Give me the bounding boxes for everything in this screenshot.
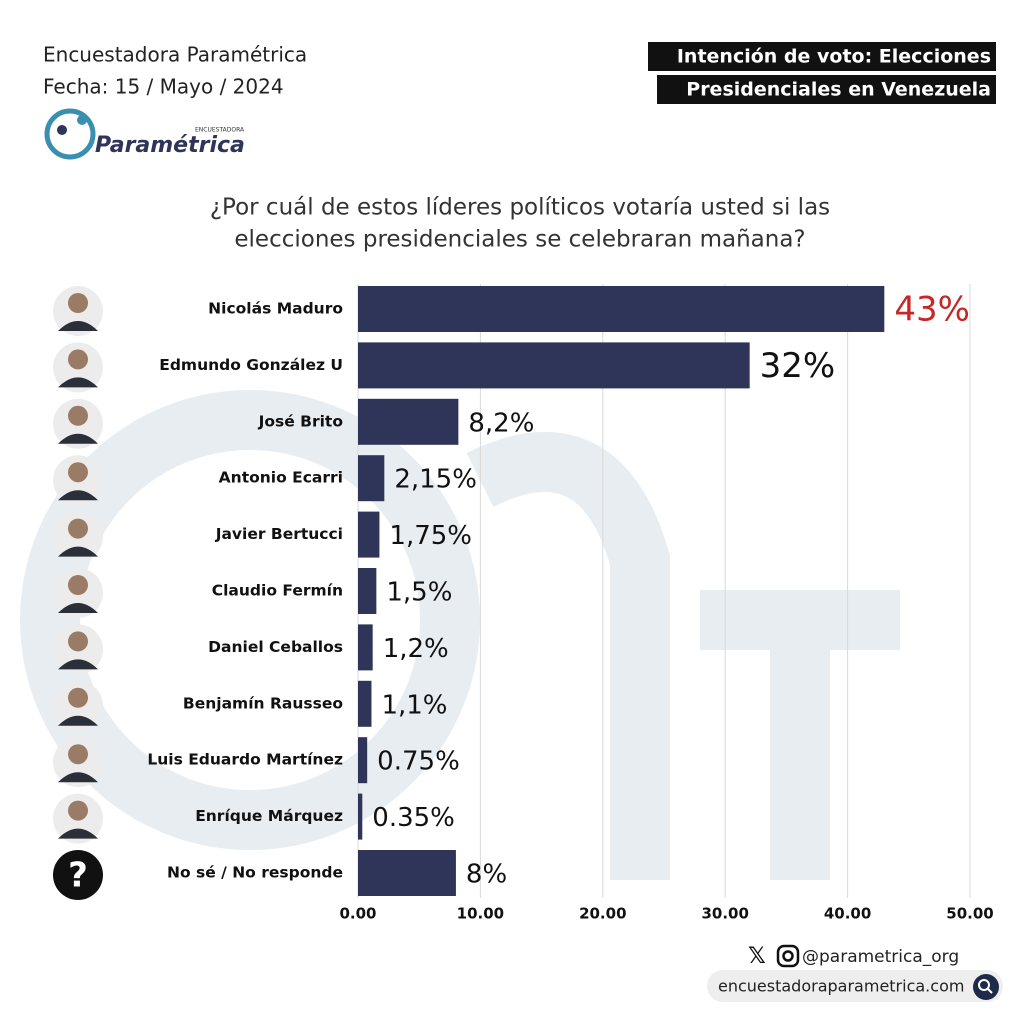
bar [358, 342, 750, 389]
value-label: 0.35% [372, 803, 455, 833]
avatar-body [58, 659, 98, 670]
avatar-body [58, 828, 98, 839]
search-icon [987, 988, 993, 994]
search-icon [978, 979, 990, 991]
x-tick-label: 30.00 [701, 905, 748, 923]
watermark-stroke [700, 590, 900, 880]
watermark-stroke [466, 432, 670, 880]
badge-line: Intención de voto: Elecciones [677, 46, 991, 68]
footer: 𝕏 @parametrica_org encuestadoraparametri… [707, 944, 1003, 1002]
value-label: 8% [466, 860, 507, 890]
value-label: 1,75% [389, 521, 472, 551]
logo: ENCUESTADORA Paramétrica [44, 108, 245, 160]
badge-bg [648, 42, 996, 71]
x-tick-label: 10.00 [457, 905, 504, 923]
value-label: 32% [760, 346, 836, 386]
bar [358, 455, 385, 502]
x-tick-label: 40.00 [824, 905, 871, 923]
watermark [20, 390, 900, 880]
x-tick-label: 20.00 [579, 905, 626, 923]
category-label: No sé / No responde [167, 864, 343, 882]
bar [358, 624, 373, 671]
instagram-icon [776, 944, 800, 968]
avatar-body [58, 772, 98, 783]
avatar-head [68, 462, 88, 483]
logo-small: ENCUESTADORA [195, 127, 245, 134]
watermark-ring [20, 390, 480, 850]
bar [358, 680, 372, 727]
value-label: 0.75% [377, 747, 460, 777]
category-label: Daniel Ceballos [208, 638, 343, 656]
category-label: Nicolás Maduro [208, 300, 343, 318]
bar [358, 850, 456, 896]
avatar [53, 850, 103, 900]
avatar-body [58, 603, 98, 613]
unknown-icon: ? [68, 856, 88, 896]
avatar-head [68, 744, 88, 765]
x-icon: 𝕏 [748, 944, 766, 969]
avatar-body [58, 377, 98, 388]
value-label: 1,1% [381, 690, 447, 720]
value-label: 1,5% [386, 578, 452, 608]
bar [358, 737, 368, 784]
avatar-head [68, 800, 88, 821]
badge-bg [657, 75, 996, 104]
chart-title: ¿Por cuál de estos líderes políticos vot… [210, 195, 830, 221]
category-label: José Brito [258, 412, 343, 430]
handle: @parametrica_org [802, 947, 959, 967]
bar [358, 511, 380, 558]
avatar-head [68, 293, 88, 313]
category-label: Javier Bertucci [215, 525, 343, 543]
value-label: 43% [894, 290, 970, 330]
search-icon [973, 974, 999, 1000]
avatar-head [68, 405, 88, 426]
instagram-icon [782, 950, 794, 962]
value-label: 2,15% [394, 465, 477, 495]
avatar-head [68, 687, 88, 708]
logo-dot [77, 115, 87, 125]
avatar-body [58, 433, 98, 444]
website: encuestadoraparametrica.com [718, 977, 964, 996]
badge-line: Presidenciales en Venezuela [686, 79, 991, 101]
logo-ring [44, 108, 96, 160]
avatar-head [68, 349, 88, 370]
value-label: 8,2% [468, 408, 534, 438]
avatar-head [68, 518, 88, 539]
category-label: Edmundo González U [159, 356, 343, 374]
logo-name: Paramétrica [95, 133, 245, 158]
category-label: Enríque Márquez [195, 807, 343, 825]
x-tick-label: 0.00 [339, 905, 376, 923]
avatar-head [68, 575, 88, 595]
avatar-body [58, 546, 98, 557]
date: Fecha: 15 / Mayo / 2024 [43, 75, 284, 99]
logo-dot [57, 125, 67, 135]
website-pill [707, 970, 1003, 1002]
avatar-body [58, 490, 98, 501]
category-label: Benjamín Rausseo [183, 694, 343, 712]
category-label: Luis Eduardo Martínez [147, 751, 343, 769]
x-tick-label: 50.00 [946, 905, 993, 923]
value-label: 1,2% [383, 634, 449, 664]
avatar-head [68, 631, 88, 652]
bar [358, 793, 363, 840]
category-label: Antonio Ecarri [219, 469, 343, 487]
category-label: Claudio Fermín [212, 582, 343, 600]
chart-title: elecciones presidenciales se celebraran … [234, 227, 805, 253]
avatar-body [58, 715, 98, 726]
source: Encuestadora Paramétrica [43, 43, 307, 67]
bar [358, 286, 885, 332]
bar [358, 568, 377, 614]
avatar-body [58, 321, 98, 331]
bar [358, 398, 459, 445]
